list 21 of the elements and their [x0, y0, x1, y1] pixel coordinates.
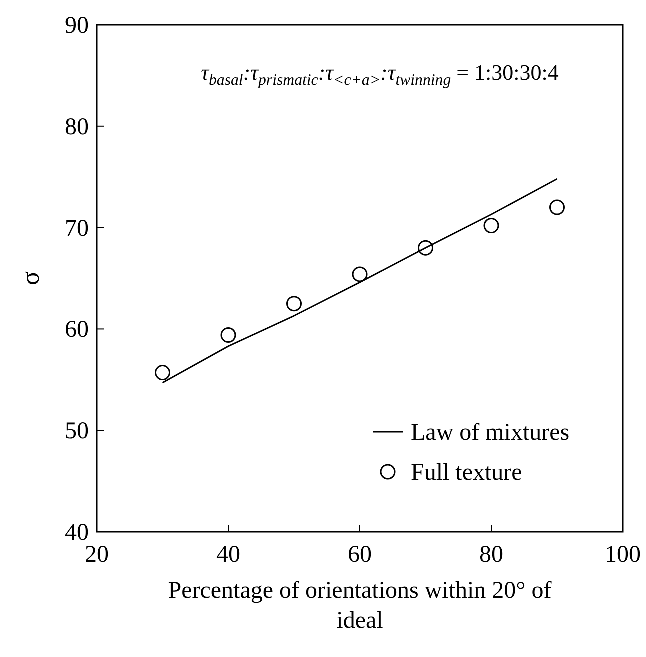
x-tick-label: 40 — [216, 542, 240, 568]
point — [352, 266, 368, 282]
x-tick-label: 100 — [605, 542, 641, 568]
legend-label: Law of mixtures — [411, 420, 570, 446]
text: τ$_{basal}$:τ$_{prismatic}$:τ$_{<c+a>}$:τ$_{twinning}$ = 1:30:30:4 — [201, 60, 559, 89]
y-tick-label: 70 — [65, 216, 89, 242]
point — [155, 365, 170, 381]
point — [550, 200, 565, 216]
y-axis-title: σ — [16, 271, 45, 286]
x-tick-label: 60 — [348, 542, 372, 568]
x-tick-label: 80 — [480, 542, 504, 568]
point — [220, 328, 236, 344]
y-tick-label: 80 — [65, 114, 89, 140]
x-axis-title: Percentage of orientations within 20° of ideal — [168, 578, 552, 634]
point — [286, 296, 302, 312]
point — [484, 218, 500, 234]
y-tick-label: 60 — [65, 317, 89, 344]
y-tick-label: 50 — [65, 418, 89, 445]
point — [418, 240, 434, 256]
legend-label: Full texture — [411, 460, 522, 486]
y-tick-label: 90 — [65, 13, 89, 39]
